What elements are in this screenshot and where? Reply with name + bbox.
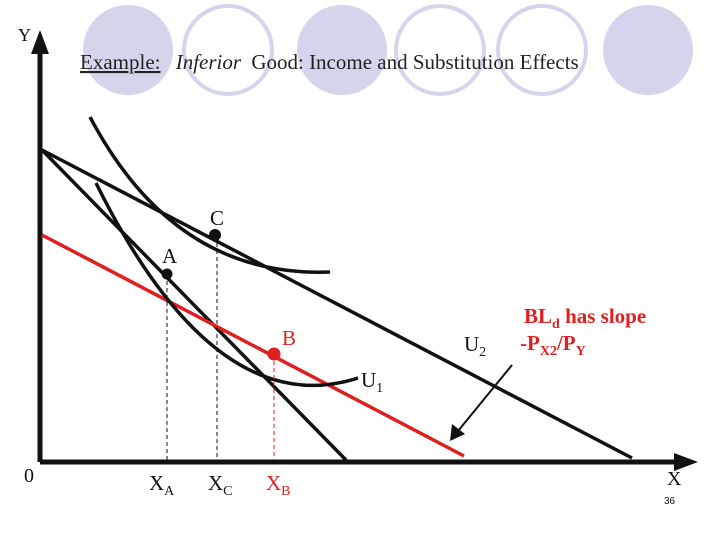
x-axis-arrowhead xyxy=(674,453,698,471)
y-axis-arrowhead xyxy=(31,30,49,54)
annotation-arrow-line xyxy=(457,364,513,432)
decorative-circle-5 xyxy=(496,4,588,96)
budget-line-original xyxy=(40,148,348,462)
decorative-circle-6 xyxy=(603,5,693,95)
annotation-line-2: -PX2/PY xyxy=(520,331,586,359)
point-c-label: C xyxy=(210,206,224,230)
tick-xb: XB xyxy=(266,471,291,499)
page-number: 36 xyxy=(664,496,676,507)
x-axis-label: X xyxy=(667,468,682,490)
decorative-circles xyxy=(83,4,693,96)
title-prefix: Example: xyxy=(80,50,160,74)
title-italic: Inferior xyxy=(175,50,242,74)
indifference-curve-u2 xyxy=(88,116,331,274)
point-a-label: A xyxy=(162,244,178,268)
indifference-curve-u1 xyxy=(94,182,359,388)
annotation-line-1: BLd has slope xyxy=(524,304,646,332)
title-rest: Good: Income and Substitution Effects xyxy=(251,50,578,74)
point-b-label: B xyxy=(282,326,296,350)
u2-label: U2 xyxy=(464,332,486,360)
tick-xa: XA xyxy=(149,471,175,499)
u1-label: U1 xyxy=(361,368,383,396)
decorative-circle-1 xyxy=(83,5,173,95)
y-axis-label: Y xyxy=(18,25,31,45)
decorative-circle-4 xyxy=(394,4,486,96)
decorative-circle-2 xyxy=(182,4,274,96)
budget-line-compensated xyxy=(41,233,465,458)
point-a-marker xyxy=(161,268,173,280)
point-c-marker xyxy=(209,229,221,241)
budget-line-new xyxy=(41,148,633,460)
decorative-circle-3 xyxy=(297,5,387,95)
annotation-arrowhead xyxy=(450,424,465,441)
origin-label: 0 xyxy=(24,465,34,487)
tick-xc: XC xyxy=(208,471,233,499)
diagram-title: Example: Inferior Good: Income and Subst… xyxy=(80,50,579,74)
point-b-marker xyxy=(267,347,281,361)
